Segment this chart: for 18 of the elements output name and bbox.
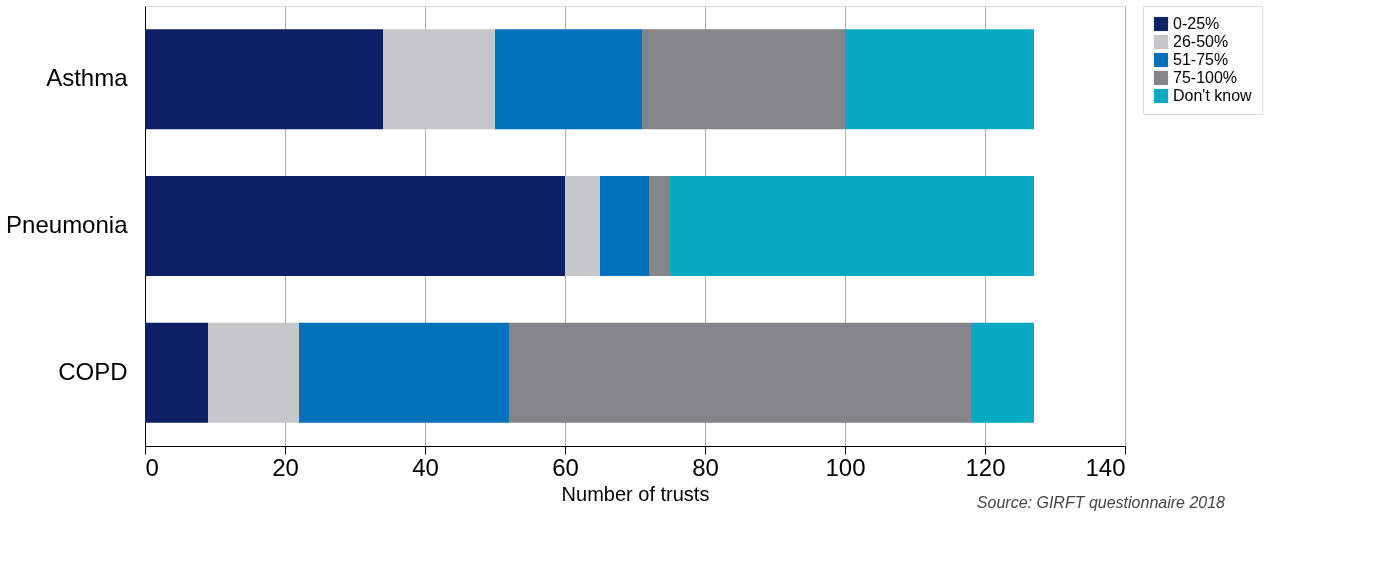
x-tick-label: 60: [552, 453, 579, 481]
y-tick-label: Asthma: [46, 64, 129, 92]
source-note: Source: GIRFT questionnaire 2018: [976, 494, 1226, 511]
y-tick-label: COPD: [58, 357, 128, 385]
legend-label: 26-50%: [1173, 33, 1229, 50]
legend-label: 75-100%: [1173, 69, 1238, 86]
x-tick-label: 140: [1085, 453, 1126, 481]
x-tick-label: 20: [272, 453, 299, 481]
x-tick-label: 100: [825, 453, 866, 481]
x-tick-label: 40: [412, 453, 439, 481]
y-tick-label: Pneumonia: [6, 211, 129, 238]
legend-label: 0-25%: [1173, 15, 1220, 32]
x-tick-label: 80: [692, 453, 719, 481]
x-tick-label: 0: [145, 453, 159, 481]
legend-label: Don't know: [1173, 87, 1253, 104]
legend-label: 51-75%: [1173, 51, 1229, 68]
x-tick-label: 120: [965, 453, 1006, 481]
x-axis-title: Number of trusts: [561, 482, 710, 505]
